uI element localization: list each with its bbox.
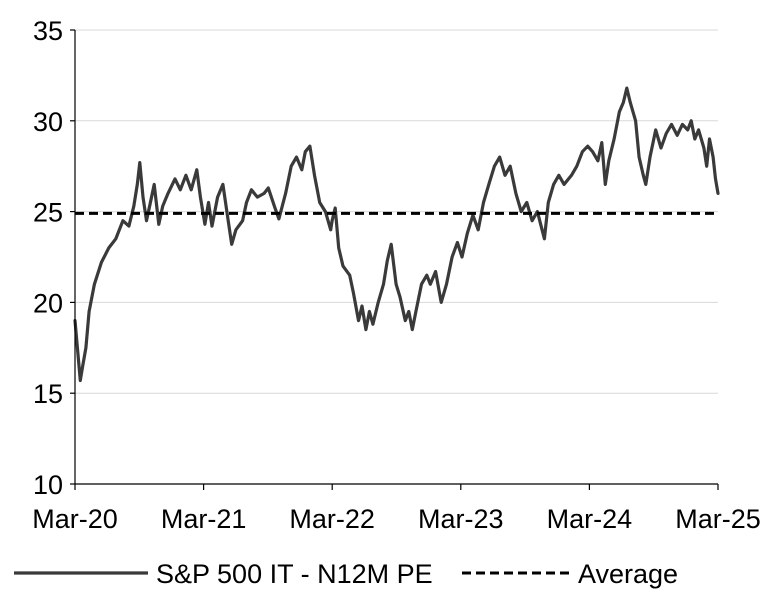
y-tick-label: 20 xyxy=(33,288,63,318)
x-tick-label: Mar-21 xyxy=(161,504,247,534)
y-tick-label: 30 xyxy=(33,107,63,137)
series-layer xyxy=(73,86,720,383)
x-tick-label: Mar-23 xyxy=(418,504,504,534)
legend: S&P 500 IT - N12M PE Average xyxy=(14,559,678,589)
y-tick-label: 10 xyxy=(33,470,63,500)
y-tick-label: 25 xyxy=(33,198,63,228)
legend-label-average: Average xyxy=(578,559,678,589)
y-tick-label: 35 xyxy=(33,16,63,46)
x-tick-label: Mar-20 xyxy=(32,504,118,534)
x-tick-label: Mar-25 xyxy=(675,504,761,534)
y-tick-label: 15 xyxy=(33,379,63,409)
gridlines xyxy=(75,29,718,394)
x-tick-label: Mar-22 xyxy=(289,504,375,534)
pe-series-line xyxy=(73,86,720,383)
legend-label-pe: S&P 500 IT - N12M PE xyxy=(156,559,433,589)
x-tick-label: Mar-24 xyxy=(547,504,633,534)
axes: 10 15 20 25 30 35 Mar-20 Mar-21 Mar-22 Mar-23 Mar-… xyxy=(32,16,761,534)
